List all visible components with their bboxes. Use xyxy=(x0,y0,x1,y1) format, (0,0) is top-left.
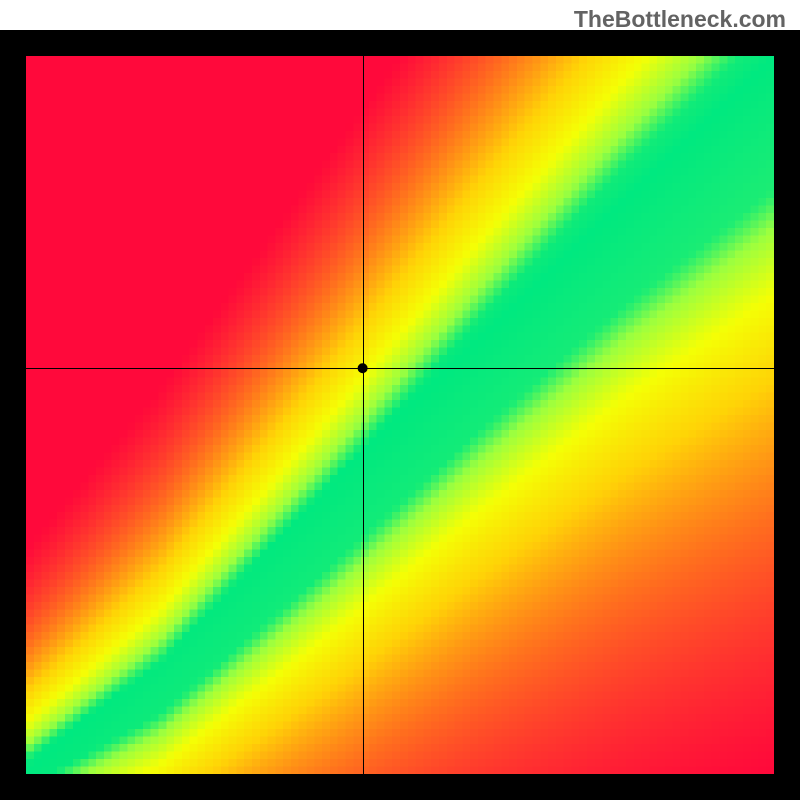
chart-container: { "watermark": { "text": "TheBottleneck.… xyxy=(0,0,800,800)
crosshair-overlay xyxy=(26,56,774,774)
plot-area xyxy=(26,56,774,774)
watermark-text: TheBottleneck.com xyxy=(574,6,786,33)
